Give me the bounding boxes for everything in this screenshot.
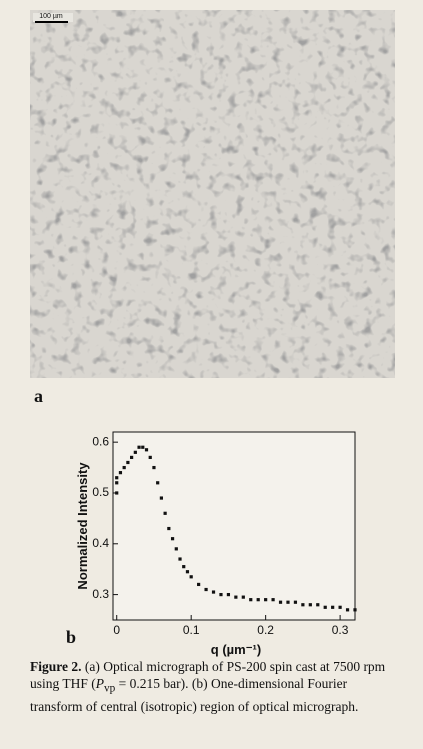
data-point	[137, 445, 141, 449]
data-point	[126, 460, 130, 465]
data-point	[118, 471, 123, 475]
data-point	[141, 445, 145, 449]
micrograph-texture	[30, 10, 395, 378]
y-axis-label: Normalized Intensity	[75, 462, 90, 590]
data-point	[182, 565, 186, 569]
data-point	[226, 592, 231, 597]
scale-bar-bg	[33, 13, 73, 22]
caption-symbol: P	[95, 676, 105, 691]
caption: Figure 2. (a) Optical micrograph of PS-2…	[30, 658, 400, 715]
data-point	[234, 595, 238, 599]
caption-text: = 0.215 bar). (b) One-dimensional Fourie…	[30, 676, 359, 714]
data-point	[197, 582, 201, 587]
caption-subscript: vp	[104, 682, 116, 695]
data-point	[286, 600, 290, 604]
data-point	[204, 587, 208, 592]
data-point	[130, 455, 134, 460]
y-tick-label: 0.6	[92, 434, 109, 448]
data-point	[148, 455, 152, 460]
data-point	[115, 481, 119, 485]
data-point	[133, 450, 137, 454]
figure: 100 µm a b Normalized Intensity q (µm⁻¹)…	[30, 10, 395, 657]
data-point	[170, 537, 175, 541]
data-point	[219, 592, 223, 597]
x-axis-label: q (µm⁻¹)	[211, 642, 261, 657]
data-point	[152, 465, 156, 470]
data-point	[178, 557, 182, 561]
data-point	[293, 600, 298, 604]
data-point	[338, 605, 342, 609]
data-point	[174, 547, 178, 551]
x-tick-label: 0.2	[257, 623, 274, 637]
scale-bar-label: 100 µm	[39, 13, 63, 20]
data-point	[144, 448, 149, 452]
caption-label: Figure 2.	[30, 659, 82, 674]
data-point	[167, 526, 171, 531]
y-tick-label: 0.5	[92, 485, 109, 499]
data-point	[308, 603, 312, 607]
data-point	[249, 598, 253, 602]
data-point	[156, 481, 160, 485]
data-point	[159, 496, 163, 500]
data-point	[256, 598, 260, 602]
data-point	[323, 605, 327, 609]
x-tick-label: 0.3	[332, 623, 349, 637]
x-tick-label: 0	[113, 623, 120, 637]
data-point	[115, 476, 119, 480]
data-point	[316, 603, 320, 607]
data-point	[211, 590, 216, 594]
data-point	[271, 598, 275, 602]
plot-frame	[112, 431, 356, 621]
data-point	[185, 570, 190, 574]
data-point	[278, 600, 283, 604]
caption-text: (a) Optical micrograph of PS-200 spin ca…	[30, 659, 386, 691]
data-point	[189, 575, 193, 579]
y-tick-label: 0.4	[92, 536, 109, 550]
panel-label: a	[34, 386, 43, 406]
data-point	[115, 491, 119, 495]
data-point	[353, 608, 357, 612]
data-point	[264, 598, 268, 602]
data-point	[241, 595, 245, 599]
y-tick-label: 0.3	[92, 587, 109, 601]
data-point	[331, 605, 335, 609]
data-point	[163, 511, 167, 515]
x-tick-label: 0.1	[183, 623, 200, 637]
panel-label: b	[66, 627, 76, 647]
data-point	[301, 603, 305, 607]
data-point	[122, 465, 126, 470]
data-point	[345, 608, 350, 612]
